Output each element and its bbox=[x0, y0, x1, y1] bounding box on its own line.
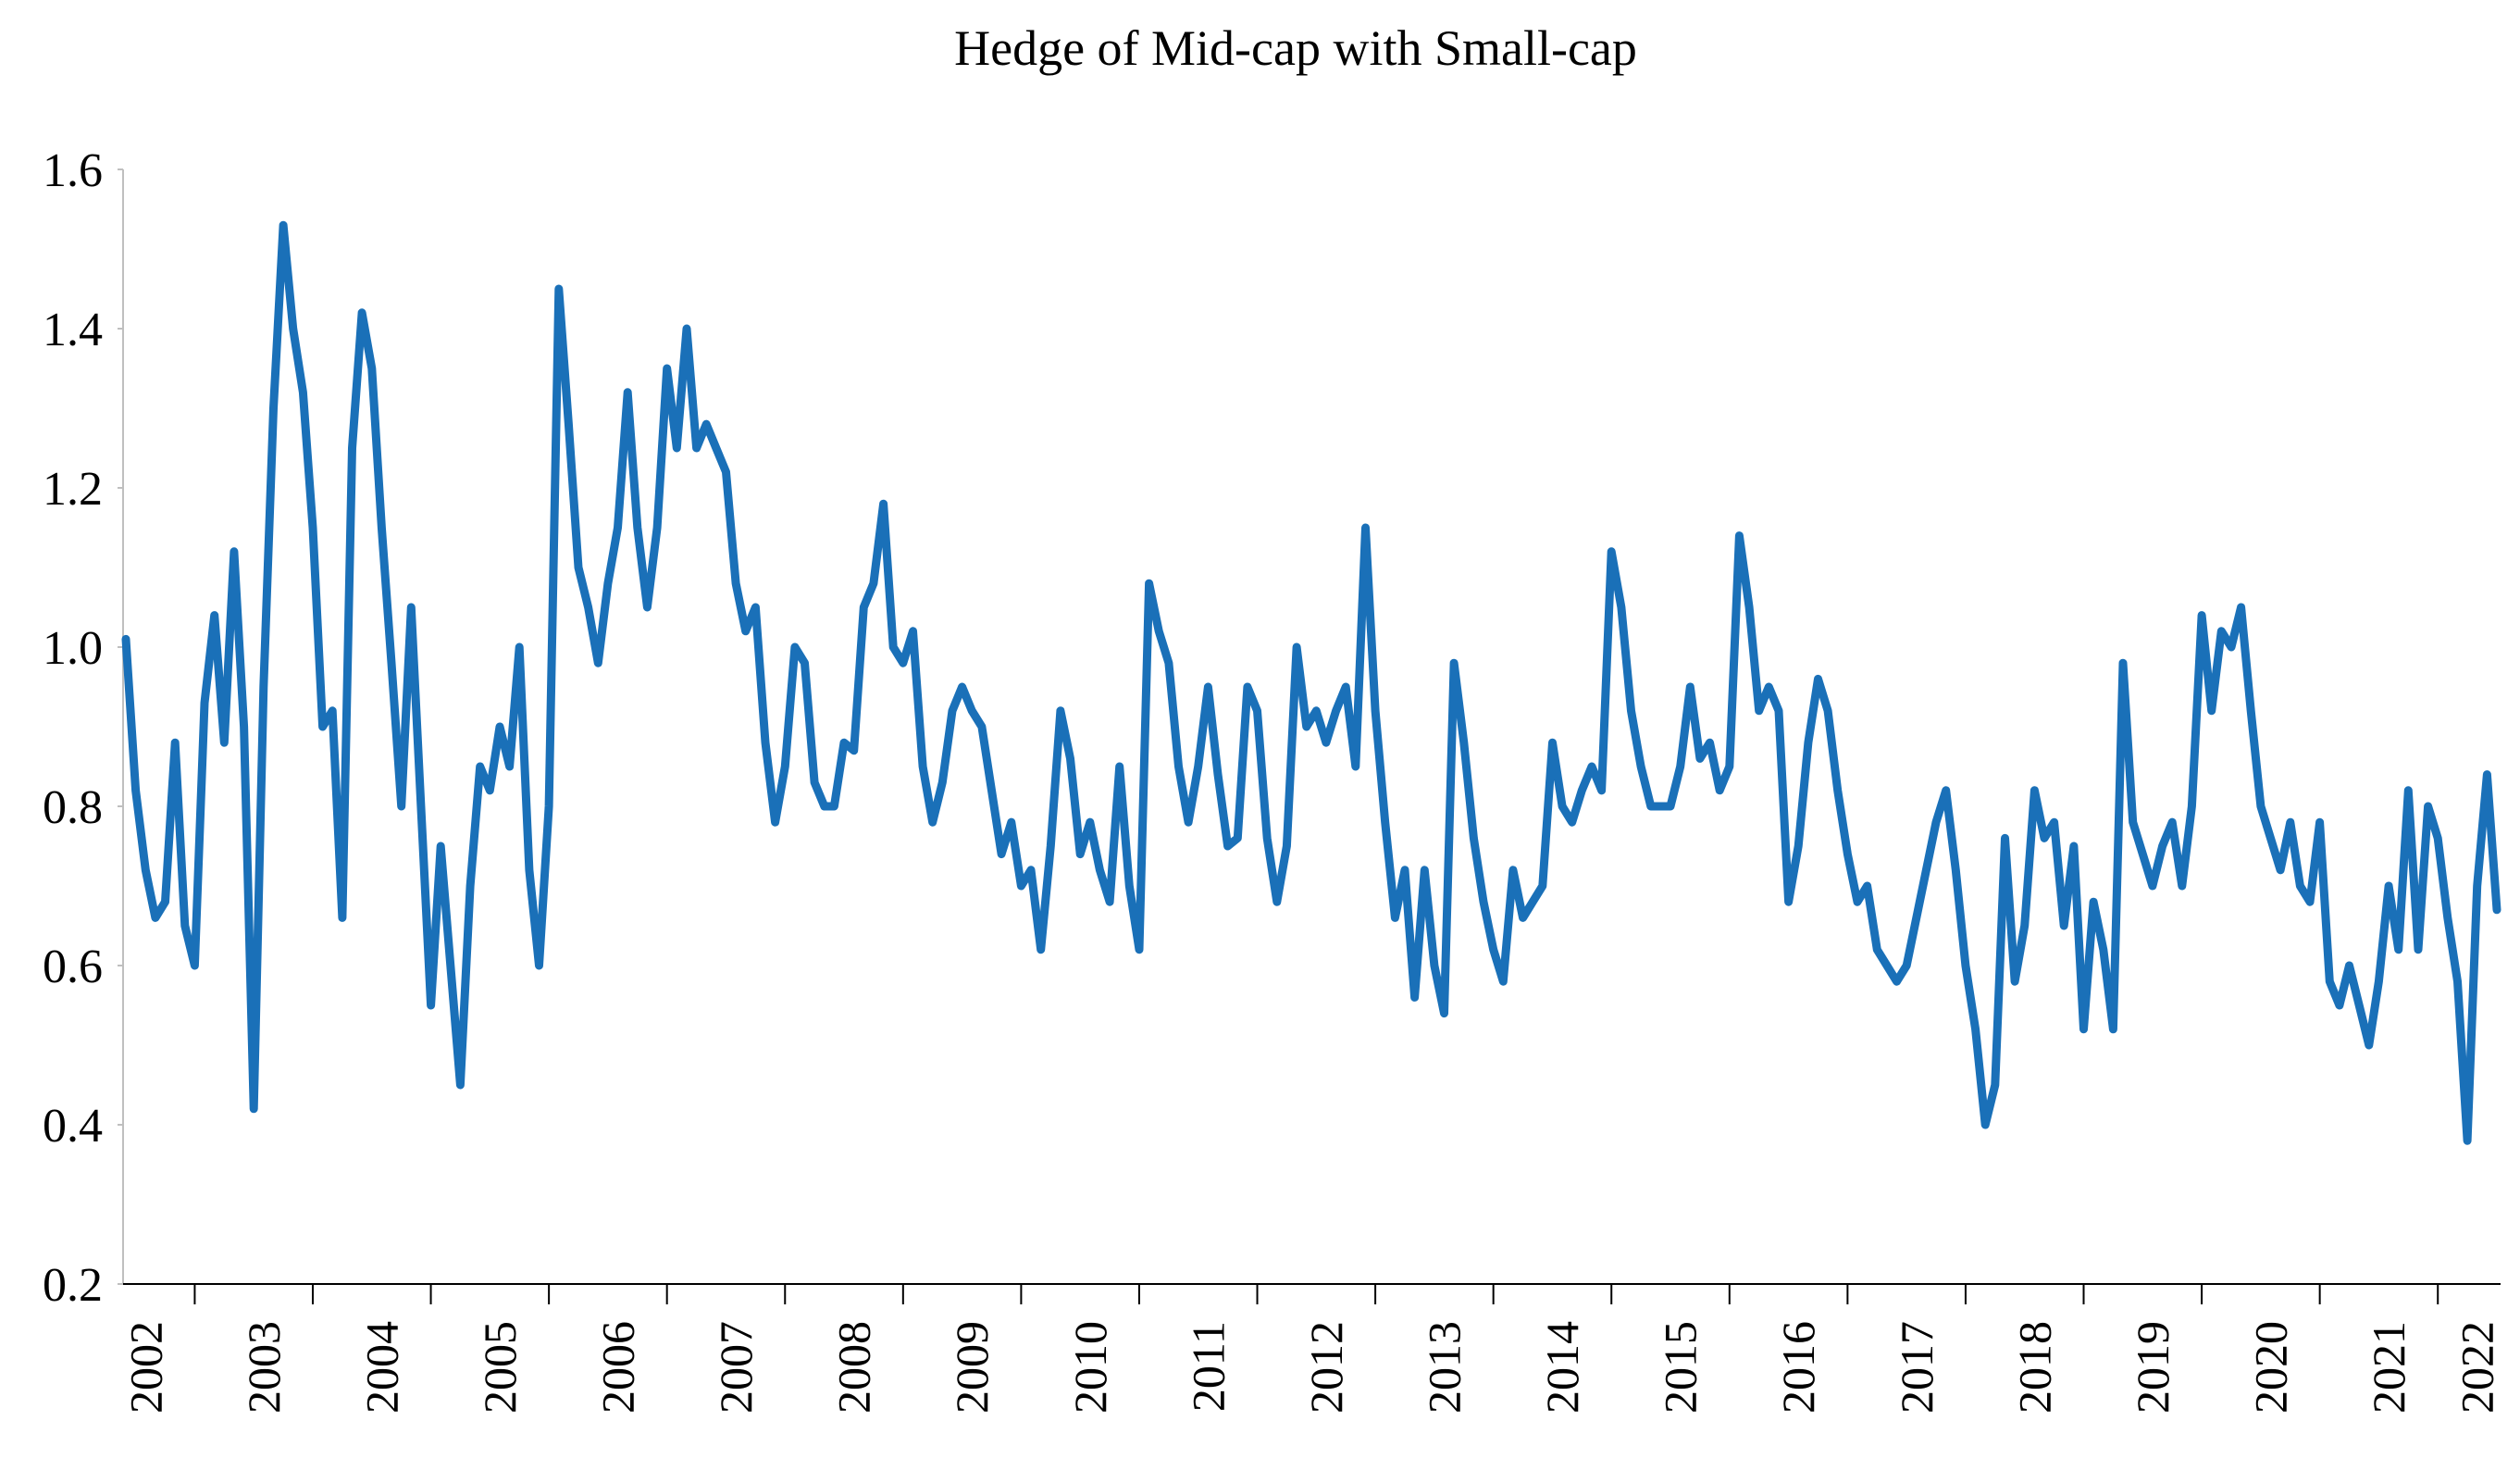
y-tick-label: 0.4 bbox=[43, 1100, 103, 1153]
chart-title: Hedge of Mid-cap with Small-cap bbox=[954, 20, 1637, 76]
x-tick-label: 2009 bbox=[946, 1321, 998, 1414]
x-tick-label: 2012 bbox=[1300, 1321, 1352, 1414]
x-tick-label: 2008 bbox=[828, 1321, 880, 1414]
x-tick-label: 2014 bbox=[1536, 1321, 1588, 1414]
y-tick-label: 1.2 bbox=[43, 463, 103, 516]
x-tick-label: 2003 bbox=[238, 1321, 290, 1414]
y-tick-label: 1.6 bbox=[43, 144, 103, 197]
y-tick-label: 1.4 bbox=[43, 304, 103, 356]
x-tick-label: 2007 bbox=[710, 1321, 762, 1414]
x-tick-label: 2017 bbox=[1891, 1321, 1943, 1414]
x-tick-label: 2022 bbox=[2452, 1321, 2503, 1414]
y-tick-label: 0.2 bbox=[43, 1259, 103, 1312]
x-tick-label: 2011 bbox=[1182, 1321, 1234, 1412]
y-tick-label: 0.6 bbox=[43, 941, 103, 993]
y-tick-label: 1.0 bbox=[43, 622, 103, 675]
x-tick-label: 2021 bbox=[2363, 1321, 2414, 1414]
x-tick-label: 2005 bbox=[474, 1321, 526, 1414]
x-tick-label: 2004 bbox=[355, 1321, 407, 1414]
x-tick-label: 2010 bbox=[1064, 1321, 1116, 1414]
x-tick-label: 2013 bbox=[1419, 1321, 1471, 1414]
x-tick-label: 2015 bbox=[1655, 1321, 1707, 1414]
x-tick-label: 2016 bbox=[1772, 1321, 1824, 1414]
x-tick-label: 2002 bbox=[119, 1321, 171, 1414]
x-tick-label: 2006 bbox=[592, 1321, 644, 1414]
x-tick-label: 2019 bbox=[2127, 1321, 2179, 1414]
data-line bbox=[121, 220, 2501, 1145]
x-tick-label: 2020 bbox=[2244, 1321, 2296, 1414]
y-tick-label: 0.8 bbox=[43, 781, 103, 834]
x-tick-label: 2018 bbox=[2008, 1321, 2060, 1414]
